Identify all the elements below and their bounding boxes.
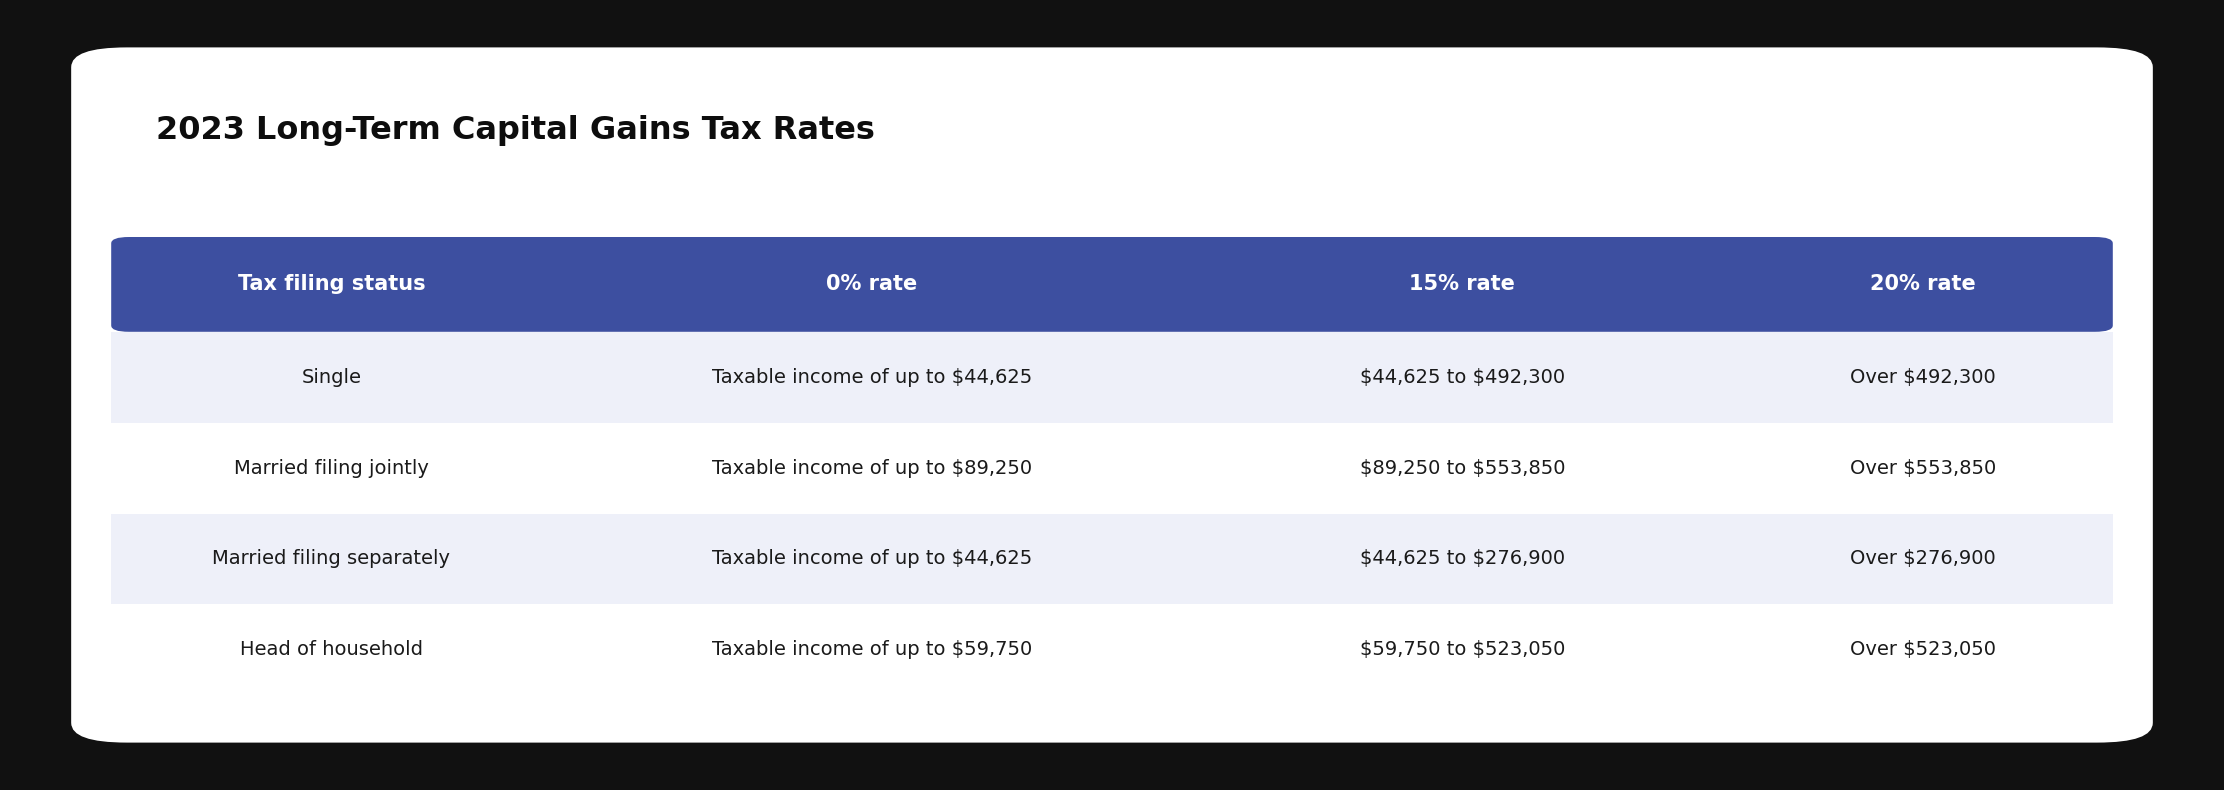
Text: Head of household: Head of household <box>240 640 423 660</box>
Bar <box>111 423 2113 514</box>
Text: Single: Single <box>302 367 360 387</box>
FancyBboxPatch shape <box>71 47 2153 743</box>
Text: Tax filing status: Tax filing status <box>238 274 425 295</box>
Text: 20% rate: 20% rate <box>1870 274 1975 295</box>
Text: Taxable income of up to \$44,625: Taxable income of up to \$44,625 <box>712 367 1032 387</box>
Text: Over \$492,300: Over \$492,300 <box>1850 367 1995 387</box>
Text: Taxable income of up to \$89,250: Taxable income of up to \$89,250 <box>712 458 1032 478</box>
Bar <box>111 332 2113 423</box>
Text: Married filing jointly: Married filing jointly <box>234 458 429 478</box>
Text: 15% rate: 15% rate <box>1410 274 1515 295</box>
Text: \$89,250 to \$553,850: \$89,250 to \$553,850 <box>1359 458 1566 478</box>
Bar <box>111 604 2113 695</box>
Text: \$44,625 to \$276,900: \$44,625 to \$276,900 <box>1359 549 1566 569</box>
Text: Taxable income of up to \$44,625: Taxable income of up to \$44,625 <box>712 549 1032 569</box>
Bar <box>111 514 2113 604</box>
Text: 0% rate: 0% rate <box>825 274 919 295</box>
Text: Taxable income of up to \$59,750: Taxable income of up to \$59,750 <box>712 640 1032 660</box>
Text: 2023 Long-Term Capital Gains Tax Rates: 2023 Long-Term Capital Gains Tax Rates <box>156 115 874 146</box>
Text: \$59,750 to \$523,050: \$59,750 to \$523,050 <box>1359 640 1566 660</box>
Text: Over \$553,850: Over \$553,850 <box>1850 458 1995 478</box>
Text: Over \$523,050: Over \$523,050 <box>1850 640 1995 660</box>
Text: Married filing separately: Married filing separately <box>211 549 451 569</box>
FancyBboxPatch shape <box>111 237 2113 332</box>
Text: \$44,625 to \$492,300: \$44,625 to \$492,300 <box>1359 367 1566 387</box>
Text: Over \$276,900: Over \$276,900 <box>1850 549 1995 569</box>
